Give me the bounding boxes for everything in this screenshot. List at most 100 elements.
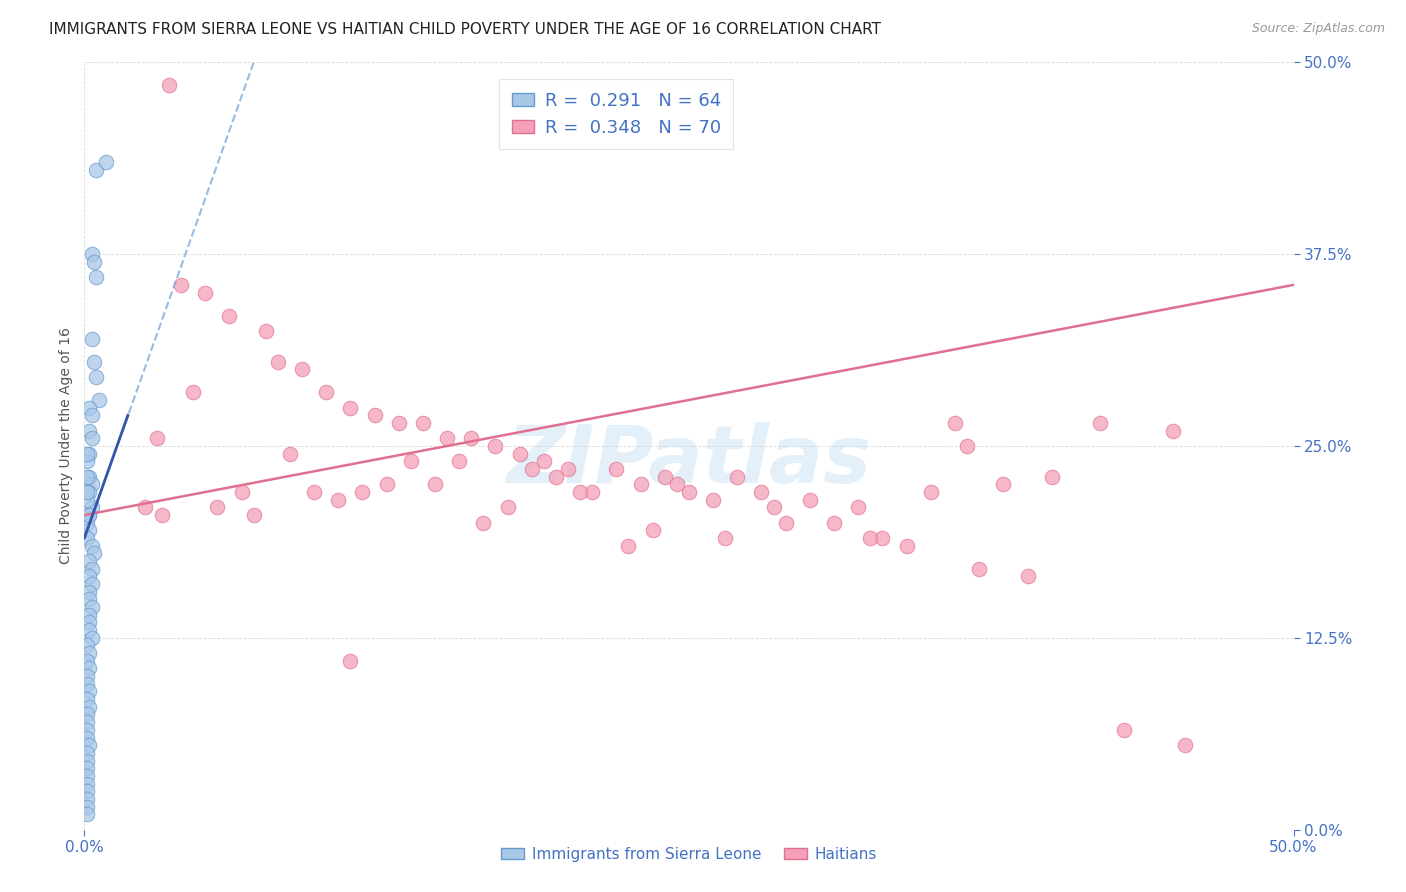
Point [170, 277, 193, 292]
Point [77, 447, 100, 461]
Point [375, 477, 398, 491]
Point [77, 524, 100, 538]
Point [80, 539, 103, 553]
Point [76, 707, 98, 722]
Point [76, 485, 98, 500]
Point [399, 454, 422, 468]
Point [77, 584, 100, 599]
Point [76, 731, 98, 745]
Point [1017, 569, 1039, 583]
Point [714, 531, 737, 545]
Point [83, 255, 105, 269]
Point [278, 447, 301, 461]
Point [86, 270, 108, 285]
Point [194, 285, 217, 300]
Point [920, 485, 942, 500]
Point [77, 607, 100, 622]
Point [87, 392, 110, 407]
Text: IMMIGRANTS FROM SIERRA LEONE VS HAITIAN CHILD POVERTY UNDER THE AGE OF 16 CORREL: IMMIGRANTS FROM SIERRA LEONE VS HAITIAN … [49, 22, 882, 37]
Point [76, 792, 98, 806]
Point [80, 477, 103, 491]
Point [76, 784, 98, 798]
Point [76, 654, 98, 668]
Point [352, 485, 374, 500]
Point [94, 155, 117, 169]
Point [76, 761, 98, 775]
Point [520, 462, 543, 476]
Point [617, 539, 640, 553]
Point [449, 454, 471, 468]
Point [76, 807, 98, 822]
Point [76, 639, 98, 653]
Point [581, 485, 603, 500]
Point [80, 500, 103, 515]
Point [641, 524, 664, 538]
Point [80, 431, 103, 445]
Point [80, 332, 103, 346]
Point [460, 431, 482, 445]
Point [207, 500, 229, 515]
Point [76, 447, 98, 461]
Point [77, 508, 100, 522]
Point [799, 492, 821, 507]
Point [533, 454, 555, 468]
Point [146, 431, 169, 445]
Point [83, 546, 105, 560]
Point [1161, 424, 1184, 438]
Point [76, 715, 98, 730]
Point [630, 477, 652, 491]
Text: Source: ZipAtlas.com: Source: ZipAtlas.com [1251, 22, 1385, 36]
Point [77, 738, 100, 752]
Point [544, 469, 567, 483]
Point [77, 623, 100, 637]
Point [76, 669, 98, 683]
Point [86, 370, 108, 384]
Point [76, 454, 98, 468]
Point [315, 385, 337, 400]
Point [76, 754, 98, 768]
Point [388, 416, 411, 430]
Point [76, 469, 98, 483]
Point [267, 354, 290, 368]
Point [302, 485, 325, 500]
Point [77, 469, 100, 483]
Point [181, 385, 204, 400]
Point [423, 477, 446, 491]
Point [76, 531, 98, 545]
Y-axis label: Child Poverty Under the Age of 16: Child Poverty Under the Age of 16 [59, 327, 73, 565]
Point [993, 477, 1015, 491]
Point [1088, 416, 1111, 430]
Point [254, 324, 277, 338]
Point [76, 492, 98, 507]
Point [339, 401, 361, 415]
Point [896, 539, 918, 553]
Point [967, 562, 990, 576]
Point [77, 592, 100, 607]
Point [725, 469, 748, 483]
Point [605, 462, 627, 476]
Point [76, 516, 98, 530]
Point [76, 776, 98, 790]
Point [846, 500, 869, 515]
Text: ZIPatlas: ZIPatlas [506, 422, 872, 500]
Point [1114, 723, 1136, 737]
Point [751, 485, 773, 500]
Point [77, 615, 100, 630]
Point [484, 439, 506, 453]
Point [76, 692, 98, 706]
Point [150, 508, 173, 522]
Point [80, 577, 103, 591]
Point [77, 646, 100, 660]
Point [77, 508, 100, 522]
Point [678, 485, 700, 500]
Point [665, 477, 688, 491]
Point [134, 500, 156, 515]
Point [1040, 469, 1063, 483]
Point [80, 600, 103, 615]
Point [157, 78, 180, 93]
Point [86, 162, 108, 177]
Point [77, 661, 100, 675]
Point [872, 531, 894, 545]
Point [231, 485, 253, 500]
Point [472, 516, 495, 530]
